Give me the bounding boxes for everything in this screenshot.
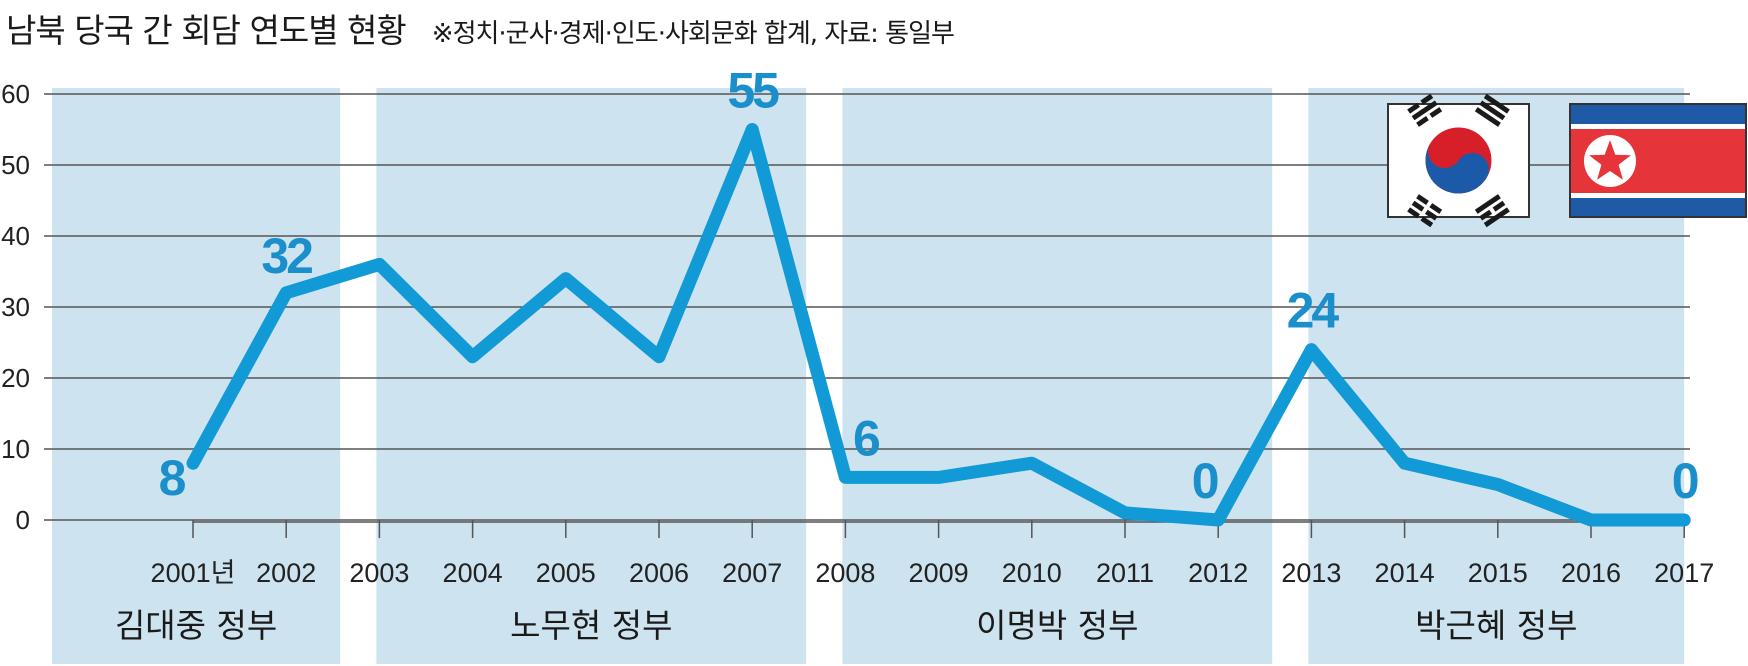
trigram-bar (1407, 207, 1420, 219)
trigram-bar (1429, 203, 1443, 214)
trigram-bar (1474, 194, 1501, 214)
trigram (1407, 93, 1443, 127)
star-icon (1589, 140, 1631, 180)
x-tick-label: 2016 (1561, 558, 1621, 588)
x-tick-label: 2002 (256, 558, 316, 588)
trigram-bar (1411, 100, 1438, 121)
trigram-bar (1407, 102, 1420, 114)
y-axis: 0 10 20 30 40 50 60 (1, 79, 30, 535)
trigram (1407, 194, 1443, 228)
trigram-bar (1483, 93, 1510, 114)
x-tick-label: 2001년 (151, 558, 236, 588)
data-point (657, 354, 661, 359)
data-point (1216, 518, 1221, 522)
data-label: 8 (159, 450, 186, 506)
trigram-bar (1416, 116, 1429, 127)
trigram-bar (1474, 107, 1501, 127)
data-point (284, 290, 289, 295)
trigram-bar (1420, 93, 1434, 105)
y-tick-label: 0 (16, 505, 30, 535)
period-label: 이명박 정부 (976, 606, 1138, 645)
period-label: 김대중 정부 (115, 606, 277, 645)
data-point (1029, 461, 1034, 466)
data-point (1589, 518, 1593, 522)
data-point (1309, 347, 1314, 352)
north-korea-flag (1569, 103, 1747, 218)
period-band (842, 88, 1273, 664)
y-tick-label: 30 (1, 292, 30, 322)
trigram-bar (1420, 216, 1434, 228)
data-point (377, 262, 382, 267)
x-tick-label: 2007 (722, 558, 782, 588)
trigram-bar (1411, 200, 1425, 212)
y-tick-label: 50 (1, 150, 30, 180)
trigram-bar (1483, 207, 1510, 228)
trigram (1474, 194, 1510, 228)
data-label: 0 (1672, 453, 1698, 509)
x-tick-label: 2017 (1654, 558, 1714, 588)
data-label: 6 (853, 410, 879, 466)
x-tick-label: 2004 (443, 558, 503, 588)
x-tick-label: 2012 (1188, 558, 1248, 588)
data-point (750, 127, 755, 132)
gridlines (44, 93, 1690, 521)
data-point (936, 475, 941, 480)
data-label: 55 (727, 63, 779, 119)
trigram-bar (1416, 194, 1429, 205)
data-label: 0 (1192, 453, 1218, 509)
x-tick-label: 2005 (536, 558, 596, 588)
y-tick-label: 40 (1, 221, 30, 251)
trigram (1474, 93, 1510, 127)
data-point (1495, 482, 1500, 487)
data-label: 24 (1287, 283, 1340, 339)
chart-title: 남북 당국 간 회담 연도별 현황 (6, 11, 407, 50)
period-band (52, 88, 341, 664)
trigram-bar (1479, 100, 1506, 121)
data-point (563, 276, 568, 281)
data-point (1123, 510, 1127, 515)
data-point (470, 354, 475, 359)
x-tick-label: 2011 (1096, 558, 1154, 588)
x-tick-label: 2013 (1281, 558, 1341, 588)
title-row: 남북 당국 간 회담 연도별 현황 ※정치·군사·경제·인도·사회문화 합계, … (6, 4, 955, 50)
trigram-bar (1479, 209, 1493, 221)
period-label: 박근혜 정부 (1415, 606, 1577, 645)
chart-subtitle: ※정치·군사·경제·인도·사회문화 합계, 자료: 통일부 (431, 19, 955, 49)
data-point (1402, 461, 1407, 466)
data-point (1682, 518, 1687, 522)
period-labels: 김대중 정부 노무현 정부 이명박 정부 박근혜 정부 (115, 606, 1577, 645)
x-tick-label: 2009 (909, 558, 969, 588)
trigram-bar (1429, 107, 1443, 118)
y-tick-label: 20 (1, 363, 30, 393)
trigram-bar (1424, 209, 1438, 221)
x-tick-label: 2008 (815, 558, 875, 588)
trigram-bar (1492, 200, 1506, 212)
x-tick-label: 2015 (1468, 558, 1528, 588)
data-point (843, 475, 848, 480)
data-point (191, 461, 195, 466)
x-tick-label: 2006 (629, 558, 689, 588)
south-korea-flag (1387, 93, 1530, 228)
x-tick-label: 2014 (1375, 558, 1435, 588)
data-labels: 8 32 55 6 0 24 0 (159, 63, 1701, 510)
y-tick-label: 10 (1, 434, 30, 464)
period-label: 노무현 정부 (510, 606, 672, 645)
x-axis: 2001년 2002 2003 2004 2005 2006 2007 2008 2009 201… (151, 520, 1714, 588)
y-tick-label: 60 (1, 79, 30, 109)
x-tick-label: 2010 (1002, 558, 1062, 588)
x-tick-label: 2003 (349, 558, 409, 588)
data-label: 32 (261, 228, 312, 284)
series (186, 123, 1691, 527)
